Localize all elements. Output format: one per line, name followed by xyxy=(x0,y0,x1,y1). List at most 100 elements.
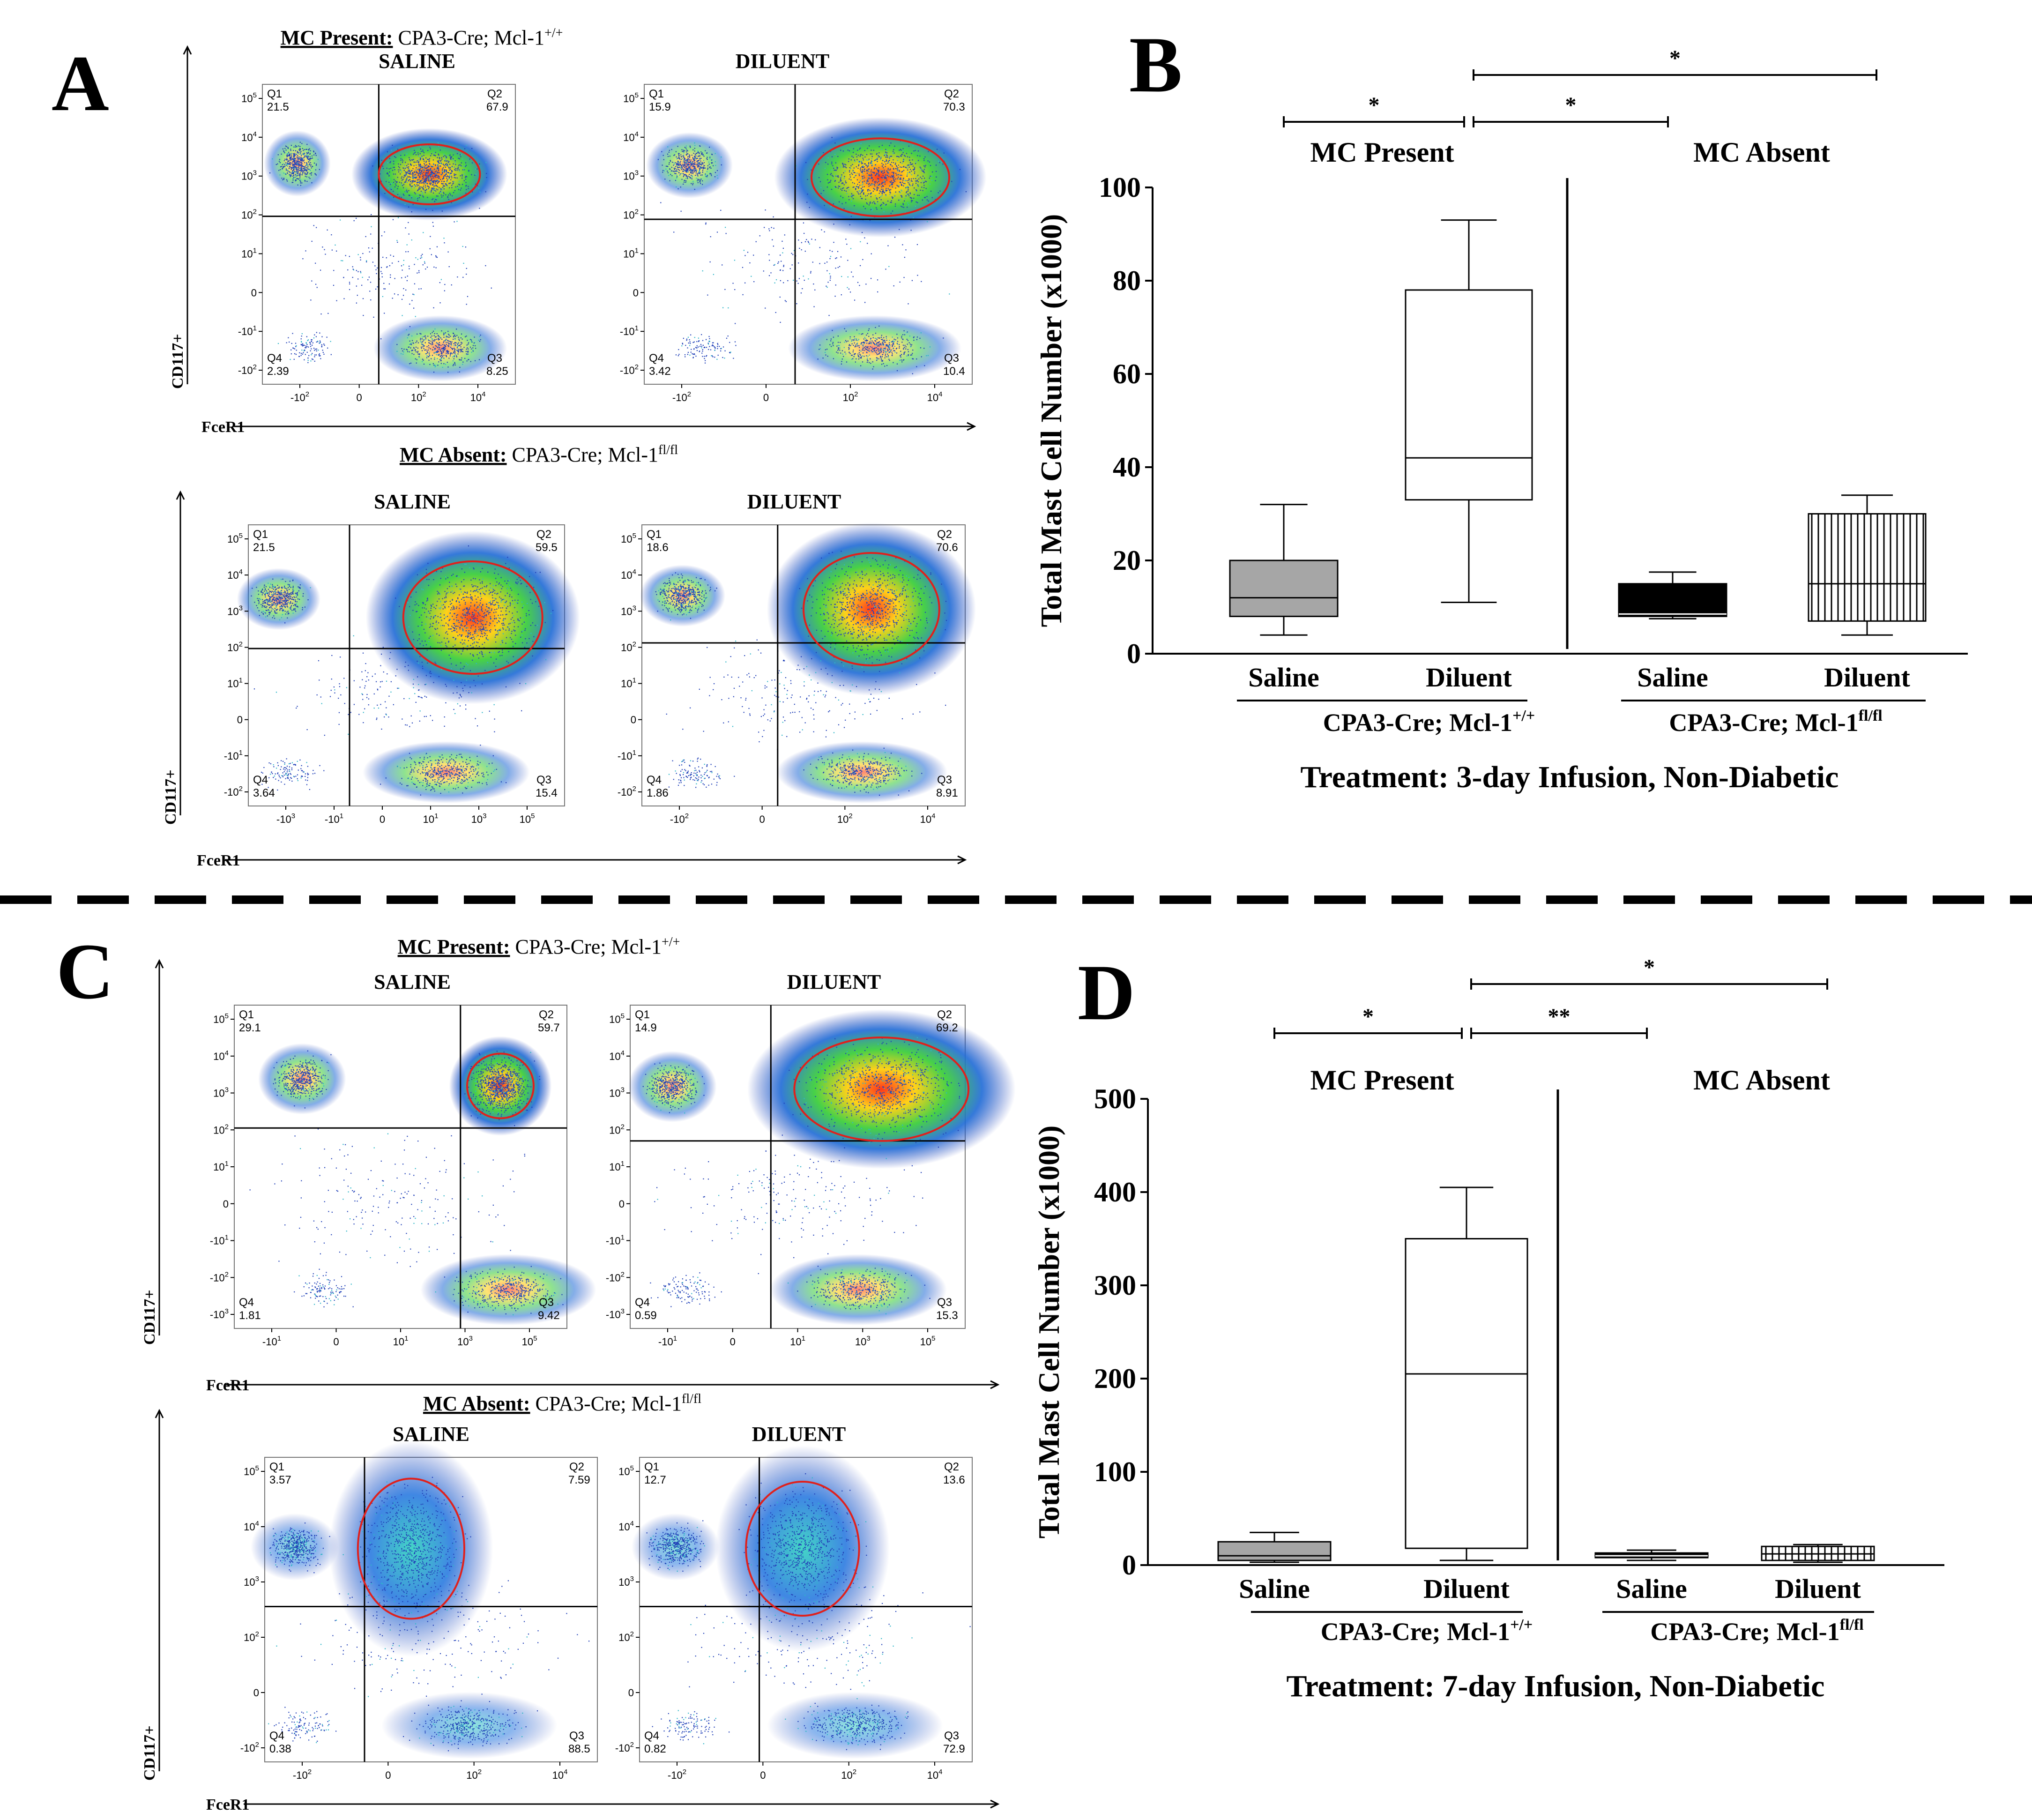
flow-y-tick-label: -102 xyxy=(606,1270,625,1283)
flow-y-tick-label: -101 xyxy=(224,749,243,762)
flow-plot-title: DILUENT xyxy=(736,50,830,73)
flow-y-tick-label: -103 xyxy=(210,1307,229,1320)
significance-label: * xyxy=(1362,1004,1374,1029)
flow-q4-label: Q4 xyxy=(239,1296,254,1309)
box-chart-B: 0 20 40 60 80 100 Total Mast Cell Number (x100… xyxy=(1035,46,1968,794)
flow-q4-value: 0.82 xyxy=(644,1743,666,1755)
flow-y-tick-label: 102 xyxy=(609,1123,625,1136)
flow-y-tick-label: 103 xyxy=(618,1575,634,1588)
flow-plot-title: DILUENT xyxy=(747,490,841,513)
flow-density-cloud xyxy=(646,132,733,199)
significance-label: ** xyxy=(1548,1004,1571,1029)
significance-label: * xyxy=(1369,93,1380,118)
flow-y-tick-label: 105 xyxy=(213,1012,229,1025)
flow-y-arrowhead xyxy=(176,490,185,500)
significance-bracket: ** xyxy=(1470,1004,1648,1039)
flow-axis-group-4: CD117+ FceR1 xyxy=(141,1409,1000,1813)
flow-x-tick-label: -101 xyxy=(325,812,343,825)
significance-bracket: * xyxy=(1283,93,1465,127)
flow-q4-value: 3.42 xyxy=(649,365,671,378)
flow-q3-value: 9.42 xyxy=(538,1309,560,1322)
flow-y-tick-label: 104 xyxy=(213,1049,229,1062)
significance-bracket: * xyxy=(1273,1004,1463,1039)
flow-y-tick-label: -101 xyxy=(620,324,639,337)
flow-q3-label: Q3 xyxy=(944,1730,959,1742)
significance-label: * xyxy=(1669,46,1681,71)
box-2 xyxy=(1594,1549,1709,1561)
flow-q1-value: 18.6 xyxy=(647,541,669,554)
flow-q1-value: 21.5 xyxy=(267,101,289,113)
flow-axis-group-1: CD117+ FceR1 xyxy=(169,45,976,436)
flow-gate-ellipse xyxy=(803,552,940,666)
box-category-label: Saline xyxy=(1616,1574,1687,1604)
box-y-tick-label: 0 xyxy=(1122,1550,1136,1581)
panel-letter-d: D xyxy=(1078,948,1135,1037)
flow-y-tick-label: -102 xyxy=(210,1270,229,1283)
flow-q1-label: Q1 xyxy=(644,1461,659,1473)
box-body xyxy=(1217,1541,1332,1561)
flow-q1-value: 29.1 xyxy=(239,1022,261,1034)
box-y-tick-label: 40 xyxy=(1113,452,1141,483)
flow-y-tick-label: 105 xyxy=(618,1464,634,1477)
flow-y-tick-label: 101 xyxy=(241,246,257,260)
flow-y-tick-label: 105 xyxy=(227,532,243,545)
significance-bracket: * xyxy=(1470,955,1828,990)
flow-plot-events xyxy=(646,117,987,381)
flow-density-cloud xyxy=(363,741,530,803)
box-y-tick-label: 20 xyxy=(1113,545,1141,576)
flow-density-cloud xyxy=(420,1254,596,1326)
box-y-tick-label: 0 xyxy=(1127,638,1141,669)
flow-y-arrowhead xyxy=(155,1409,164,1418)
flow-density-cloud xyxy=(767,522,976,696)
box-y-tick-label: 100 xyxy=(1099,172,1141,203)
flow-q2-value: 70.6 xyxy=(936,541,958,554)
flow-q2-value: 70.3 xyxy=(943,101,965,113)
flow-density-cloud xyxy=(351,128,507,221)
flow-plot-events xyxy=(237,531,580,803)
flow-q2-label: Q2 xyxy=(944,1461,959,1473)
flow-q2-value: 7.59 xyxy=(568,1474,590,1486)
significance-label: * xyxy=(1644,955,1655,980)
box-x-axis-label: Treatment: 3-day Infusion, Non-Diabetic xyxy=(1301,760,1839,794)
flow-y-tick-label: 101 xyxy=(609,1160,625,1173)
flow-y-tick-label: 104 xyxy=(609,1049,625,1062)
flow-y-tick-label: 102 xyxy=(621,640,636,653)
flow-x-axis-label: FceR1 xyxy=(197,852,240,869)
flow-y-tick-label: 105 xyxy=(621,532,636,545)
flow-x-tick-label: 103 xyxy=(471,812,487,825)
box-group-label: MC Present xyxy=(1310,137,1454,168)
flow-q4-label: Q4 xyxy=(644,1730,659,1742)
flow-q3-label: Q3 xyxy=(569,1730,584,1742)
flow-q4-value: 0.59 xyxy=(635,1309,657,1322)
flow-x-tick-label: -103 xyxy=(276,812,295,825)
header-a-absent: MC Absent: CPA3-Cre; Mcl-1fl/fl xyxy=(400,443,678,466)
flow-q4-value: 2.39 xyxy=(267,365,289,378)
flow-x-tick-label: 0 xyxy=(759,813,765,825)
flow-x-axis-label: FceR1 xyxy=(201,418,245,436)
box-y-tick-label: 400 xyxy=(1094,1177,1136,1208)
flow-x-tick-label: 0 xyxy=(760,1769,766,1781)
flow-q2-label: Q2 xyxy=(569,1461,584,1473)
flow-q3-label: Q3 xyxy=(487,352,502,365)
flow-x-tick-label: 0 xyxy=(333,1336,339,1348)
flow-y-tick-label: -102 xyxy=(615,1741,634,1754)
flow-x-tick-label: 103 xyxy=(457,1335,473,1348)
flow-x-tick-label: 0 xyxy=(380,813,385,825)
flow-plot-title: DILUENT xyxy=(787,970,881,993)
flow-gate-ellipse xyxy=(793,1037,970,1142)
flow-y-axis-label: CD117+ xyxy=(141,1290,158,1345)
flow-plot-events xyxy=(628,1009,1016,1326)
flow-q2-label: Q2 xyxy=(944,88,959,100)
flow-y-tick-label: -102 xyxy=(618,785,636,798)
flow-density-cloud xyxy=(365,531,580,704)
flow-y-tick-label: 103 xyxy=(241,169,257,182)
flow-plot-title: SALINE xyxy=(379,50,455,73)
flow-density-cloud xyxy=(774,117,987,238)
flow-x-tick-label: 104 xyxy=(927,1768,943,1781)
panel-letter-a: A xyxy=(52,39,109,127)
box-y-tick-label: 80 xyxy=(1113,265,1141,296)
flow-q3-label: Q3 xyxy=(539,1296,554,1309)
